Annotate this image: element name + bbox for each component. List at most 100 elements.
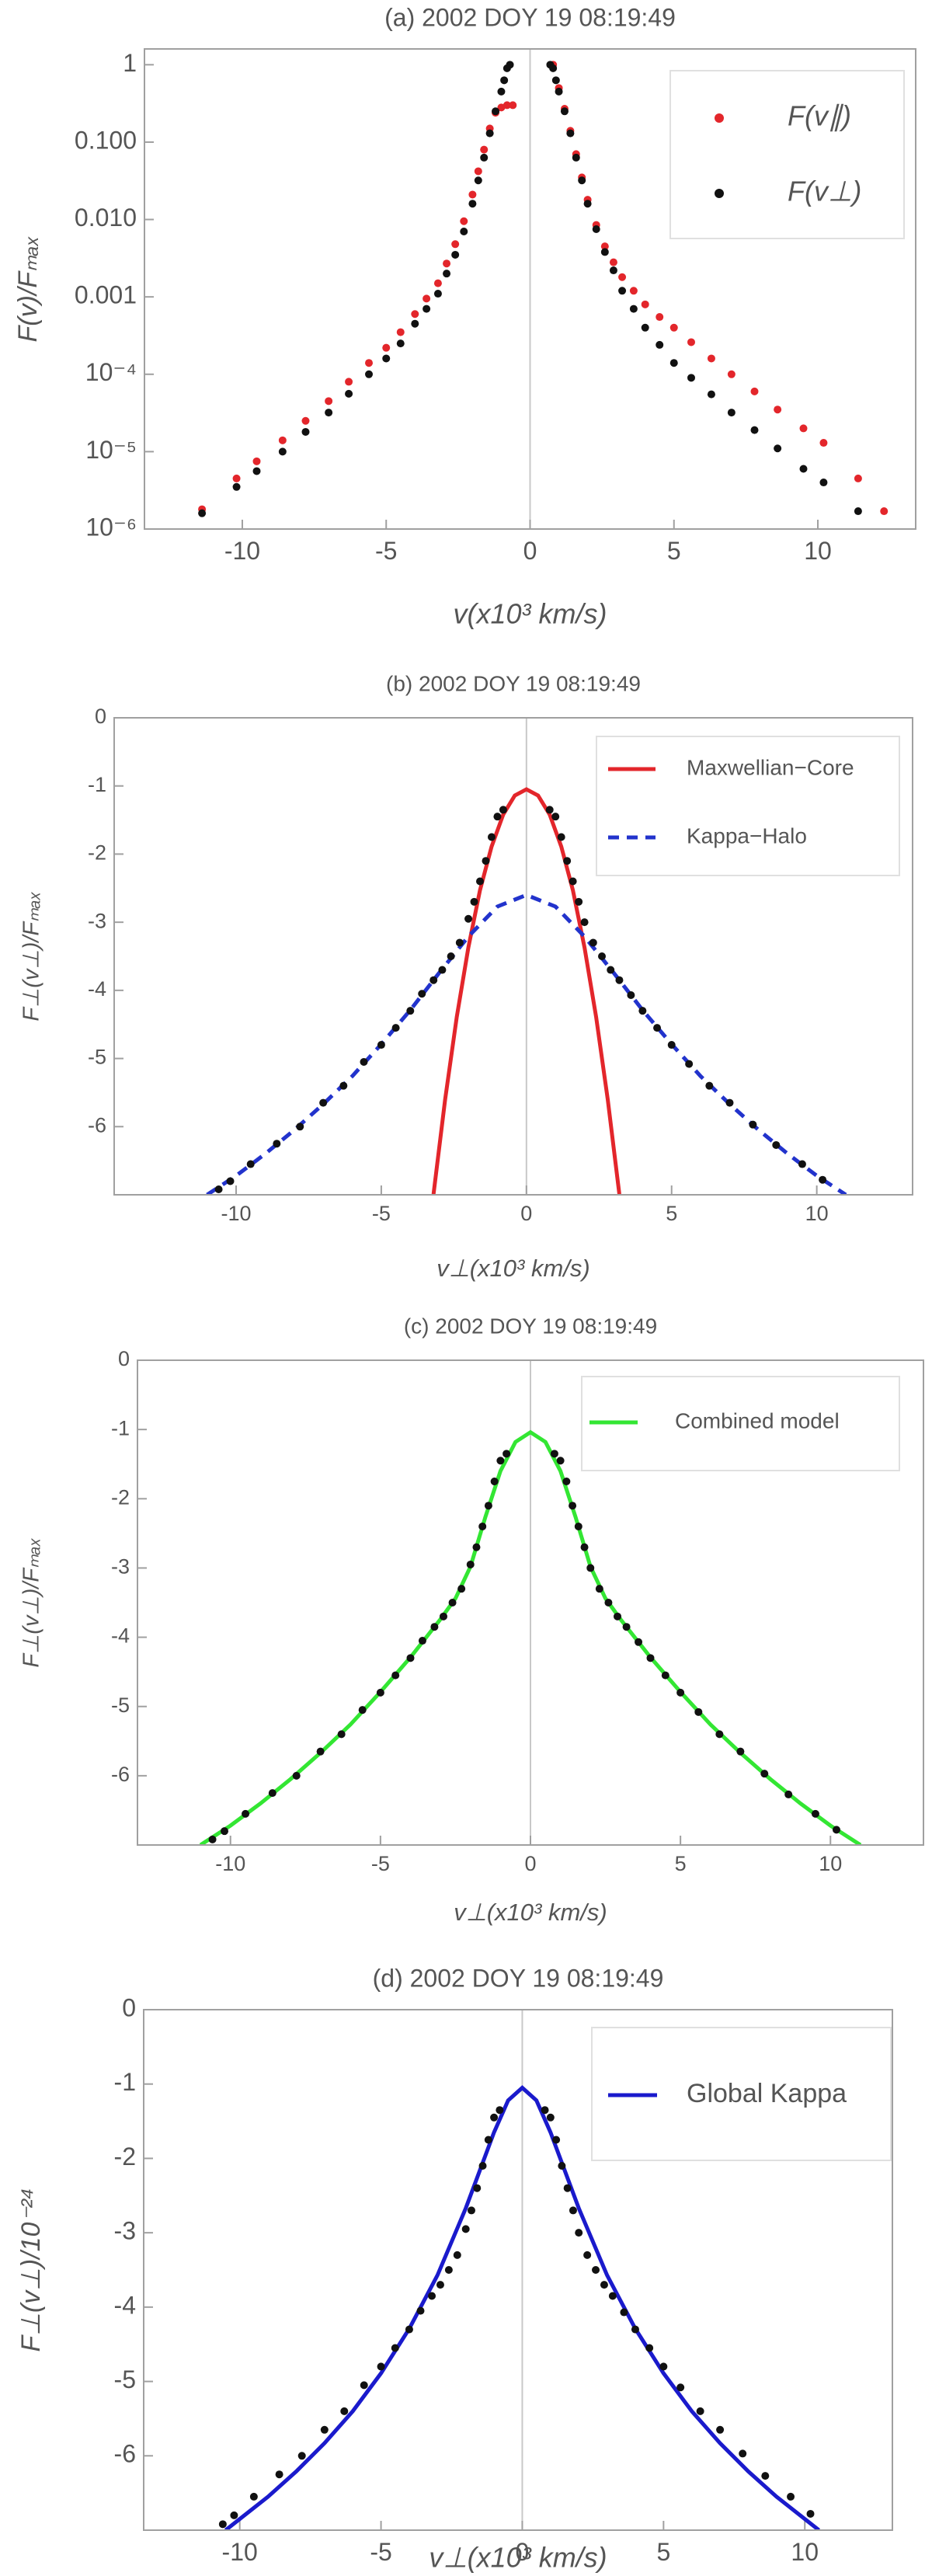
chart: (c) 2002 DOY 19 08:19:49 v⊥(x10³ km/s) F⊥(… bbox=[19, 1314, 924, 1926]
data-point bbox=[360, 1057, 368, 1066]
data-point bbox=[443, 270, 451, 278]
x-tick-label: -10 bbox=[222, 2538, 258, 2566]
y-axis-label: F⊥(v⊥)/10⁻²⁴ bbox=[16, 2188, 46, 2352]
y-tick-label: 1 bbox=[123, 49, 137, 77]
data-point bbox=[629, 305, 638, 313]
data-point bbox=[391, 1024, 400, 1032]
chart: (d) 2002 DOY 19 08:19:49 v⊥(x10³ km/s) F⊥(… bbox=[16, 1964, 893, 2574]
legend: F(v∥) F(v⊥) bbox=[669, 70, 905, 239]
data-point bbox=[563, 857, 572, 865]
data-point bbox=[583, 2251, 592, 2259]
data-point bbox=[252, 467, 261, 475]
data-point bbox=[406, 1654, 415, 1662]
data-point bbox=[560, 107, 569, 116]
data-point bbox=[676, 1688, 685, 1697]
x-axis-label: v(x10³ km/s) bbox=[454, 598, 607, 630]
data-point bbox=[221, 1827, 229, 1836]
data-point bbox=[774, 444, 782, 453]
data-point bbox=[563, 2184, 572, 2192]
data-point bbox=[641, 300, 649, 308]
legend-label: F(v∥) bbox=[788, 100, 851, 132]
data-point bbox=[436, 2281, 444, 2289]
data-point bbox=[485, 129, 494, 138]
data-point bbox=[455, 938, 464, 947]
legend: Combined model bbox=[581, 1376, 900, 1471]
data-point bbox=[595, 1585, 603, 1593]
data-point bbox=[589, 938, 597, 947]
data-point bbox=[750, 426, 759, 434]
data-point bbox=[635, 1638, 643, 1646]
plot-area bbox=[199, 1429, 862, 1845]
data-point bbox=[575, 2229, 583, 2237]
y-tick-label: -2 bbox=[111, 1485, 130, 1509]
plot-area bbox=[198, 61, 889, 517]
data-point bbox=[492, 107, 500, 116]
data-point bbox=[464, 914, 473, 923]
data-point bbox=[278, 447, 287, 456]
data-point bbox=[586, 1564, 595, 1572]
data-point bbox=[750, 387, 759, 395]
y-tick-label: -4 bbox=[114, 2291, 136, 2319]
data-point bbox=[448, 1599, 457, 1607]
data-point bbox=[301, 416, 310, 425]
data-point bbox=[669, 323, 678, 332]
data-point bbox=[296, 1123, 304, 1131]
data-point bbox=[799, 424, 808, 433]
data-point bbox=[480, 153, 489, 162]
data-point bbox=[249, 2492, 258, 2501]
data-point bbox=[646, 1654, 655, 1662]
data-point bbox=[555, 87, 563, 96]
data-point bbox=[583, 200, 592, 208]
y-tick-label: 0 bbox=[118, 1347, 130, 1370]
x-tick-label: 5 bbox=[675, 1852, 687, 1875]
data-point bbox=[444, 2266, 453, 2274]
chart-title: (a) 2002 DOY 19 08:19:49 bbox=[384, 3, 676, 31]
data-point bbox=[292, 1771, 301, 1780]
data-point bbox=[476, 877, 485, 886]
data-point bbox=[618, 287, 627, 295]
x-tick-label: -5 bbox=[372, 1202, 391, 1225]
chart: (b) 2002 DOY 19 08:19:49 v⊥(x10³ km/s) F⊥(… bbox=[19, 671, 913, 1282]
data-point bbox=[592, 225, 600, 234]
data-point bbox=[478, 2162, 487, 2170]
data-point bbox=[214, 1185, 223, 1193]
data-point bbox=[418, 990, 426, 998]
data-point bbox=[232, 482, 241, 491]
data-point bbox=[600, 242, 609, 251]
data-point bbox=[627, 990, 635, 999]
legend-label: Kappa−Halo bbox=[687, 823, 807, 848]
chart-title: (b) 2002 DOY 19 08:19:49 bbox=[386, 671, 641, 695]
y-tick-label: -5 bbox=[111, 1694, 130, 1717]
curve bbox=[431, 787, 621, 1195]
legend-label: F(v⊥) bbox=[788, 176, 861, 207]
data-point bbox=[592, 2266, 600, 2274]
data-point bbox=[806, 2509, 815, 2518]
data-point bbox=[345, 389, 353, 398]
data-point bbox=[669, 359, 678, 367]
plot-frame bbox=[143, 2009, 893, 2531]
data-point bbox=[406, 1007, 415, 1015]
data-point bbox=[391, 2344, 399, 2352]
data-point bbox=[854, 474, 862, 482]
data-point bbox=[607, 966, 615, 974]
data-point bbox=[320, 2425, 329, 2434]
plot-frame bbox=[113, 717, 913, 1196]
data-point bbox=[416, 2306, 425, 2315]
x-tick-label: -5 bbox=[370, 2538, 391, 2566]
data-point bbox=[569, 2206, 577, 2215]
data-point bbox=[418, 1637, 426, 1645]
data-point bbox=[736, 1747, 745, 1756]
data-point bbox=[480, 145, 489, 154]
chart-title: (d) 2002 DOY 19 08:19:49 bbox=[373, 1964, 664, 1992]
y-tick-label: 0 bbox=[122, 1993, 136, 2021]
data-point bbox=[580, 918, 589, 927]
y-tick-label: -2 bbox=[114, 2143, 136, 2170]
y-axis-label: F⊥(v⊥)/Fₘₐₓ bbox=[19, 891, 44, 1021]
y-tick-label: 0 bbox=[95, 705, 106, 728]
data-point bbox=[273, 1140, 281, 1148]
legend-symbol bbox=[715, 113, 724, 123]
data-point bbox=[246, 1160, 255, 1168]
data-point bbox=[638, 1007, 647, 1015]
